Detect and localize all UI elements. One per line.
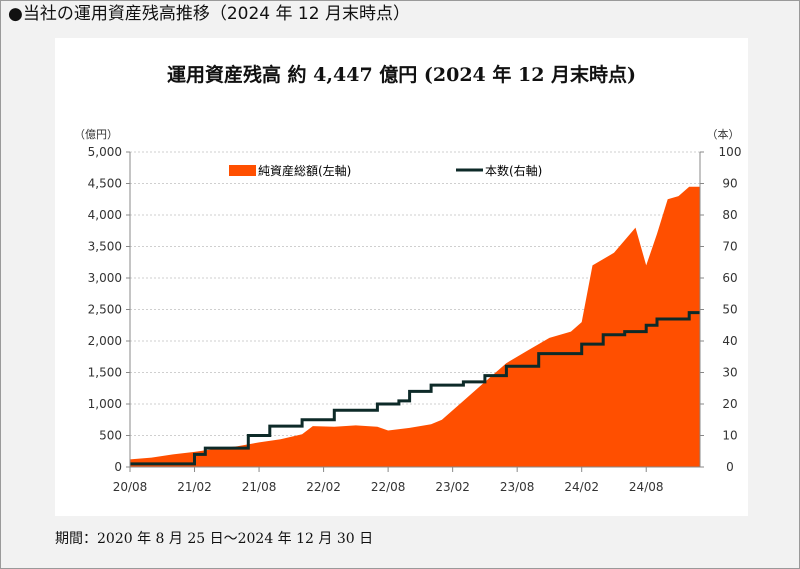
fund-count-line	[130, 311, 700, 466]
x-tick-label: 23/08	[500, 480, 535, 494]
left-tick-label: 1,500	[88, 366, 122, 380]
left-tick-label: 2,500	[88, 303, 122, 317]
left-tick-labels: 0 500 1,000 1,500 2,000 2,500 3,000 3,500 4,000 4…	[88, 145, 130, 474]
legend-area-swatch	[229, 165, 256, 176]
legend-item-fund-count: 本数(右軸)	[456, 163, 542, 178]
chart-title: 運用資産残高 約 4,447 億円 (2024 年 12 月末時点)	[166, 64, 637, 86]
page-heading: ●当社の運用資産残高推移（2024 年 12 月末時点）	[8, 4, 410, 24]
x-tick-label: 20/08	[113, 480, 148, 494]
legend-line-label: 本数(右軸)	[485, 163, 542, 178]
period-note: 期間：2020 年 8 月 25 日～2024 年 12 月 30 日	[55, 531, 374, 547]
left-tick-label: 0	[114, 460, 122, 474]
x-tick-label: 21/08	[242, 480, 277, 494]
right-tick-label: 90	[722, 177, 737, 191]
grid-lines	[130, 151, 700, 436]
net-assets-area	[130, 186, 700, 468]
right-tick-label: 60	[722, 271, 737, 285]
left-tick-label: 4,000	[88, 208, 122, 222]
right-tick-label: 20	[722, 397, 737, 411]
right-tick-label: 50	[722, 303, 737, 317]
left-tick-label: 500	[99, 429, 122, 443]
right-axis-unit: （本）	[707, 127, 740, 141]
left-tick-label: 2,000	[88, 334, 122, 348]
left-tick-label: 3,000	[88, 271, 122, 285]
left-tick-label: 5,000	[88, 145, 122, 159]
right-tick-label: 30	[722, 366, 737, 380]
legend: 純資産総額(左軸) 本数(右軸)	[229, 163, 542, 178]
left-tick-label: 4,500	[88, 177, 122, 191]
right-tick-label: 40	[722, 334, 737, 348]
x-tick-label: 24/08	[629, 480, 664, 494]
left-tick-label: 3,500	[88, 240, 122, 254]
legend-item-net-assets: 純資産総額(左軸)	[229, 163, 351, 178]
left-tick-label: 1,000	[88, 397, 122, 411]
x-tick-label: 23/02	[435, 480, 470, 494]
left-axis-unit: （億円）	[74, 128, 118, 141]
right-tick-labels: 0 10 20 30 40 50 60 70 80 90 100	[700, 145, 741, 474]
right-tick-label: 10	[722, 429, 737, 443]
x-tick-label: 24/02	[564, 480, 599, 494]
x-tick-labels: 20/08 21/02 21/08 22/02 22/08 23/02 23/08 24/02…	[113, 467, 664, 494]
right-tick-label: 80	[722, 208, 737, 222]
right-tick-label: 70	[722, 240, 737, 254]
right-tick-label: 100	[719, 145, 742, 159]
legend-area-label: 純資産総額(左軸)	[258, 163, 351, 178]
x-tick-label: 21/02	[177, 480, 212, 494]
right-tick-label: 0	[726, 460, 734, 474]
x-tick-label: 22/08	[371, 480, 406, 494]
x-tick-label: 22/02	[306, 480, 341, 494]
